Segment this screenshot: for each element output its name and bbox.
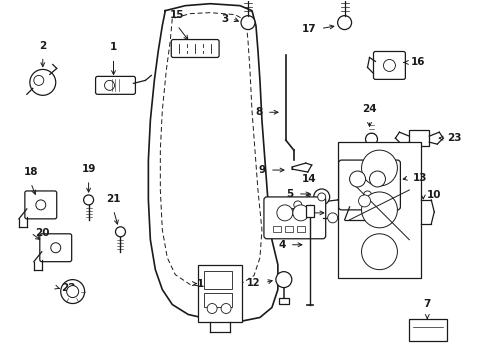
Circle shape [276,205,292,221]
Circle shape [66,285,79,298]
Circle shape [327,213,337,223]
Bar [408,130,428,146]
Bar [203,293,232,306]
Text: 10: 10 [427,190,441,200]
Circle shape [363,191,371,199]
Text: 19: 19 [81,164,96,174]
Text: 3: 3 [221,14,227,24]
FancyBboxPatch shape [373,51,405,80]
Circle shape [349,171,365,187]
Text: 5: 5 [286,189,293,199]
Circle shape [61,280,84,303]
Text: 1: 1 [110,42,117,53]
Text: 14: 14 [301,174,315,184]
Circle shape [367,147,375,155]
Circle shape [221,303,230,314]
FancyBboxPatch shape [95,76,135,94]
Circle shape [361,234,397,270]
Circle shape [365,133,377,145]
Bar [203,271,232,289]
Text: 13: 13 [411,173,426,183]
Circle shape [30,69,56,95]
Circle shape [292,205,308,221]
Circle shape [36,200,46,210]
Text: 24: 24 [362,104,376,114]
Circle shape [361,150,397,186]
Text: 9: 9 [258,165,265,175]
Text: 11: 11 [197,279,211,289]
Circle shape [115,227,125,237]
Circle shape [369,171,385,187]
Text: 16: 16 [409,58,424,67]
Text: 7: 7 [423,300,430,310]
Bar [272,226,280,232]
Circle shape [51,243,61,253]
Text: 8: 8 [255,107,263,117]
Text: 22: 22 [61,283,75,293]
Bar [337,142,421,278]
Bar [285,226,292,232]
Circle shape [317,193,325,201]
Circle shape [241,15,254,30]
Bar [198,265,242,323]
Text: 20: 20 [35,228,49,238]
FancyBboxPatch shape [40,234,72,262]
Circle shape [383,59,395,71]
FancyBboxPatch shape [264,197,325,239]
Text: 4: 4 [278,240,285,250]
Bar [408,319,447,341]
Text: 21: 21 [106,194,121,204]
Text: 6: 6 [288,208,295,218]
Ellipse shape [104,80,114,90]
Bar [296,226,304,232]
Circle shape [361,192,397,228]
Text: 12: 12 [247,278,261,288]
Circle shape [83,195,93,205]
Text: 2: 2 [39,41,46,50]
Circle shape [207,303,217,314]
Circle shape [275,272,291,288]
Circle shape [358,195,370,207]
Circle shape [337,15,351,30]
Text: 18: 18 [23,167,38,177]
FancyBboxPatch shape [25,191,57,219]
FancyBboxPatch shape [171,40,219,58]
Bar [305,205,313,217]
Text: 15: 15 [170,10,184,20]
Circle shape [313,189,329,205]
Circle shape [34,75,44,85]
Text: 17: 17 [302,24,316,33]
Text: 23: 23 [447,133,461,143]
FancyBboxPatch shape [338,160,400,210]
Circle shape [293,201,301,209]
Bar [278,298,288,303]
